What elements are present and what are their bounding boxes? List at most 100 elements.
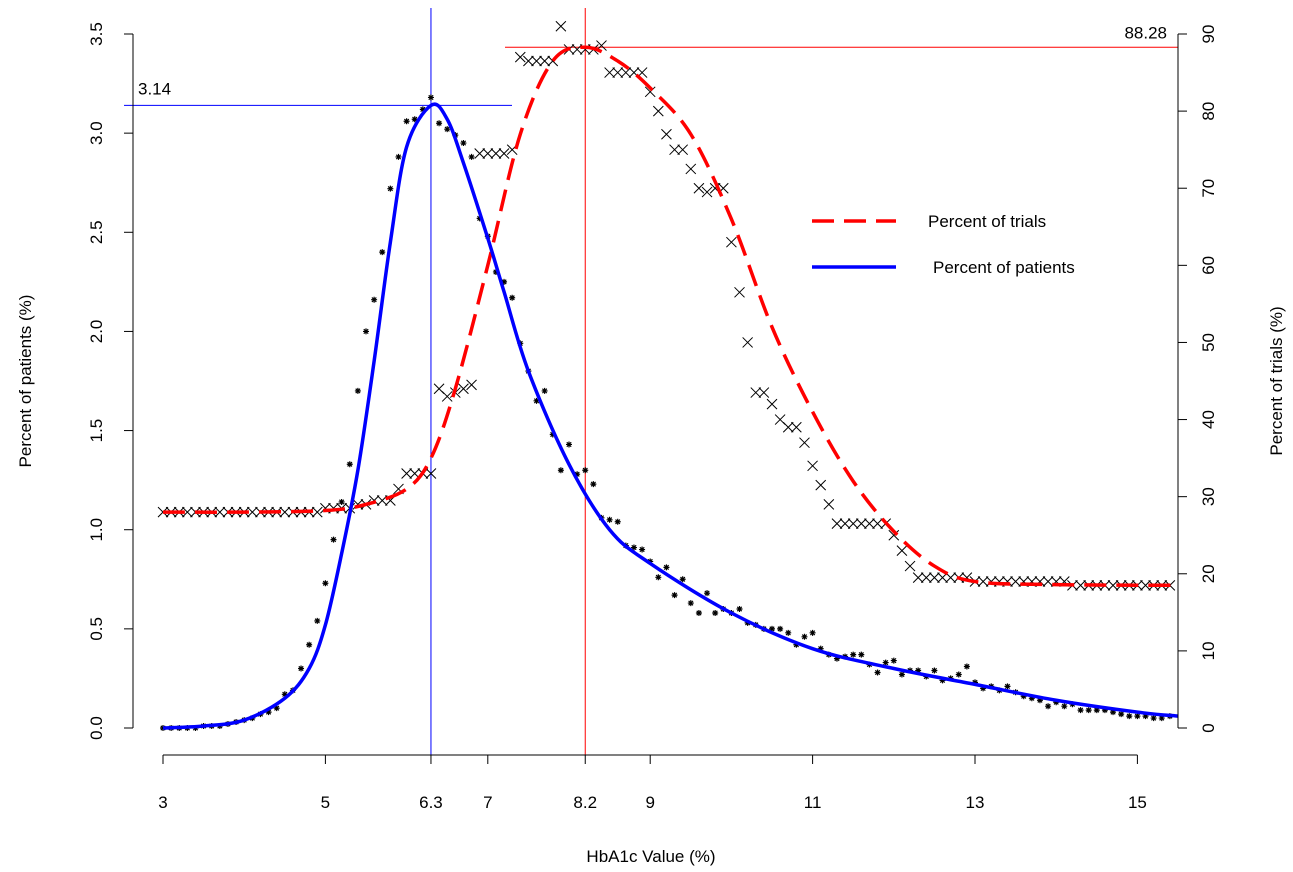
patients-point [419,106,426,113]
trials-point [758,387,770,398]
y-right-tick-label: 70 [1199,179,1218,198]
scatter-points [157,20,1176,731]
legend-label: Percent of patients [933,258,1075,277]
trials-point [311,506,323,518]
patients-point [1101,707,1108,714]
patients-point [379,249,386,256]
y-right-tick-label: 60 [1199,256,1218,275]
trials-point [279,506,291,518]
trials-point [750,387,762,398]
patients-point [963,663,970,670]
trials-point [742,337,753,348]
patients-point [371,296,378,303]
patients-point [427,94,434,101]
patients-point [1020,693,1027,700]
trials-point [912,572,924,583]
patients-point [1028,695,1035,702]
patients-point [574,471,581,478]
patients-point [777,625,784,632]
patients-point [679,576,686,583]
patients-point [322,580,329,587]
reference-lines: 3.14 88.28 [124,8,1178,755]
trials-point [352,499,364,510]
trials-point [441,391,453,402]
y-right-tick-label: 80 [1199,102,1218,121]
patients-point [411,116,418,123]
trials-point [466,379,477,391]
patients-point [980,685,987,692]
patients-point [663,564,670,571]
patients-point [630,544,637,551]
patients-point [972,679,978,686]
y-right-tick-label: 10 [1199,641,1218,660]
trials-point [815,479,827,491]
patients-point [671,592,678,599]
trials-point [498,148,510,159]
trials-point [514,51,526,63]
trials-point [425,468,437,479]
trials-point [823,499,835,510]
trials-point [523,55,534,67]
y-left-tick-label: 0.0 [87,716,106,740]
patients-point [306,641,313,648]
trials-point [864,518,875,530]
y-left-tick-label: 1.0 [87,518,106,542]
trials-point [839,518,851,530]
trials-point [929,572,940,583]
trials-point [604,67,615,78]
patients-point [695,609,702,616]
patients-point [468,153,475,160]
patients-point [1093,707,1100,714]
patients-point [1036,697,1043,704]
patients-point [769,625,775,632]
trials-point [1075,579,1086,591]
patients-point [557,467,564,474]
patients-line [162,102,1179,730]
trials-point [791,421,802,433]
legend-label: Percent of trials [928,212,1046,231]
trials-point [490,148,502,159]
trials-point [831,518,843,530]
patients-point [939,677,946,684]
reference-label: 88.28 [1124,23,1167,42]
patients-point [1134,713,1141,720]
trials-point [726,236,737,248]
x-axis-title: HbA1c Value (%) [586,847,715,866]
y-right-axis-title: Percent of trials (%) [1267,306,1286,455]
trials-point [1140,579,1151,591]
patients-point [1158,715,1165,722]
patients-point [1085,707,1092,714]
y-right-tick-label: 90 [1199,25,1218,44]
trials-point [652,105,664,117]
y-right-tick-label: 50 [1199,333,1218,352]
patients-point [882,659,889,666]
trials-point [872,518,883,530]
patients-point [736,606,743,613]
trials-point [246,506,258,518]
patients-point [1077,707,1084,714]
x-tick-label: 5 [321,793,330,812]
patients-point [931,667,938,674]
y-left-tick-label: 2.5 [87,220,106,244]
patients-point [354,387,361,394]
trials-line [162,45,1179,588]
trials-point [669,144,680,156]
patients-point [265,709,272,716]
patients-point [460,140,467,147]
trials-point [555,20,567,32]
y-left-tick-label: 1.5 [87,419,106,443]
trials-point [977,576,989,587]
patients-point [1150,715,1157,722]
patients-point [809,629,816,636]
y-right-tick-label: 40 [1199,410,1218,429]
patients-point [541,387,548,394]
patients-point [533,397,540,404]
y-left-tick-label: 0.5 [87,617,106,641]
trials-point [904,560,916,572]
patients-point [833,655,840,662]
y-left-tick-label: 3.0 [87,121,106,145]
patients-point [436,120,443,127]
series-lines [162,45,1179,730]
patients-point [712,609,719,616]
trials-point [458,383,469,395]
